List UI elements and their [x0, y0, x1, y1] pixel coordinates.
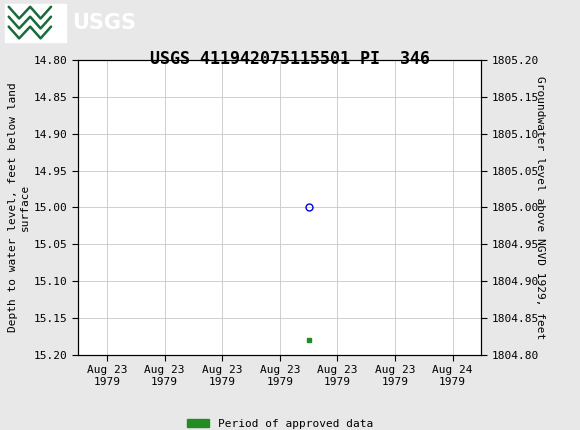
FancyBboxPatch shape — [5, 3, 66, 42]
Legend: Period of approved data: Period of approved data — [182, 414, 378, 430]
Text: USGS: USGS — [72, 12, 136, 33]
Text: USGS 411942075115501 PI  346: USGS 411942075115501 PI 346 — [150, 50, 430, 68]
Y-axis label: Groundwater level above NGVD 1929, feet: Groundwater level above NGVD 1929, feet — [535, 76, 545, 339]
Y-axis label: Depth to water level, feet below land
surface: Depth to water level, feet below land su… — [8, 83, 30, 332]
